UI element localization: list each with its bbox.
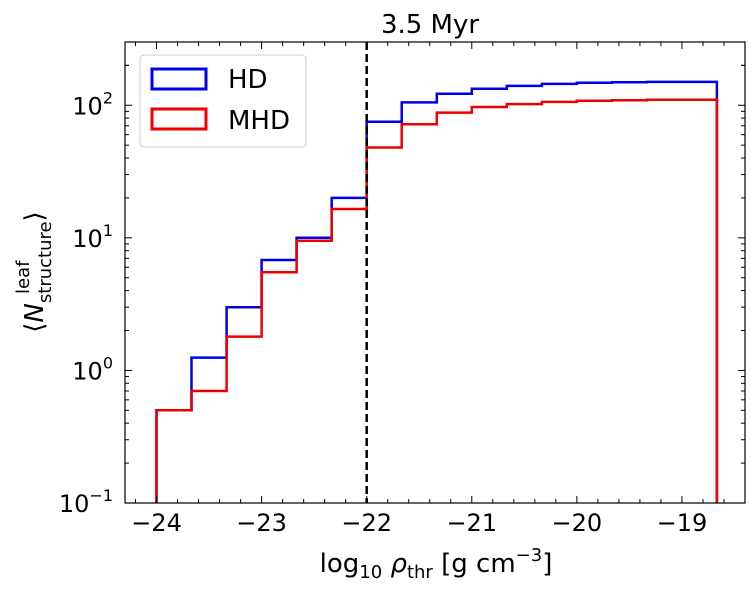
legend-label-mhd: MHD [228,106,290,136]
svg-text:leaf: leaf [13,260,34,294]
series-mhd-step [155,98,719,503]
y-axis-label: ⟨Nstructure⟩ leaf [13,211,56,332]
x-tick-label: −23 [236,509,287,537]
x-axis-ticks: −24 −23 −22 −21 −20 −19 [131,42,725,537]
y-tick-label: 10−1 [59,486,113,518]
x-tick-label: −20 [552,509,603,537]
x-tick-label: −21 [446,509,497,537]
x-tick-label: −22 [341,509,392,537]
x-axis-label: log10 ρthr [g cm−3] [320,545,553,583]
axes-frame [124,41,746,504]
y-tick-label: 100 [72,353,113,385]
legend-swatch-mhd [150,107,208,131]
y-tick-label: 102 [72,88,113,120]
plot-area [124,41,746,504]
legend-label-hd: HD [228,65,268,95]
y-tick-label: 101 [72,221,113,253]
legend-frame [139,54,307,148]
legend: HD MHD [139,54,307,148]
y-axis-ticks: 10−1 100 101 102 [59,41,745,518]
series-hd-step [155,80,719,503]
x-tick-label: −24 [131,509,182,537]
chart-title: 3.5 Myr [381,10,479,40]
x-tick-label: −19 [657,509,708,537]
legend-swatch-hd [150,67,208,91]
